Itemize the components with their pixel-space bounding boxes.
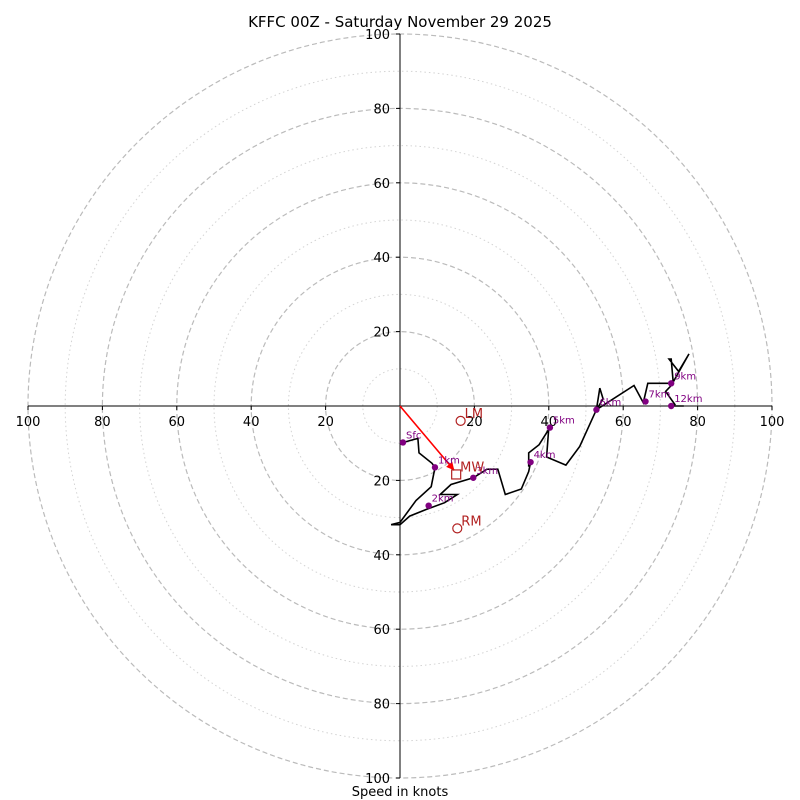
- height-marker-5km: [546, 424, 554, 431]
- y-tick-labels: 100 80 60 40 20 20 40 60 80 100: [365, 28, 400, 787]
- wind-trace-line: [390, 353, 690, 526]
- height-marker-7km: [642, 398, 649, 405]
- x-tick-label: 20: [317, 415, 334, 430]
- shear-vector-arrowhead: [446, 461, 455, 471]
- y-tick-label: 40: [373, 251, 390, 266]
- height-marker-label: 1km: [438, 455, 460, 466]
- x-axis-label: Speed in knots: [352, 785, 449, 800]
- x-tick-label: 20: [466, 415, 483, 430]
- height-marker-6km: [593, 406, 600, 413]
- height-marker-label: 6km: [599, 398, 621, 409]
- y-tick-label: 100: [365, 28, 390, 43]
- x-tick-label: 100: [16, 415, 41, 430]
- height-marker-1km: [431, 464, 439, 471]
- height-marker-label: 3km: [476, 466, 498, 477]
- x-tick-label: 60: [169, 415, 186, 430]
- height-marker-label: 4km: [534, 450, 556, 461]
- motion-marker-mw: [451, 469, 462, 480]
- x-tick-label: 60: [615, 415, 632, 430]
- height-marker-label: 9km: [674, 371, 696, 382]
- x-tick-label: 80: [689, 415, 706, 430]
- motion-marker-lm: [455, 415, 466, 426]
- shear-vector-line: [399, 405, 455, 471]
- height-marker-label: 5km: [553, 416, 575, 427]
- shear-vector: [399, 405, 455, 471]
- motion-label: LM: [465, 407, 483, 422]
- y-tick-label: 80: [373, 698, 390, 713]
- height-marker-label: Sfc: [406, 430, 421, 441]
- y-tick-label: 60: [373, 177, 390, 192]
- y-tick-label: 20: [373, 326, 390, 341]
- y-tick-label: 20: [373, 474, 390, 489]
- height-marker-sfc: [399, 439, 407, 446]
- chart-title: KFFC 00Z - Saturday November 29 2025: [248, 13, 552, 31]
- y-tick-label: 80: [373, 102, 390, 117]
- motion-label: RM: [461, 514, 481, 529]
- x-tick-label: 100: [760, 415, 785, 430]
- x-tick-label: 40: [541, 415, 558, 430]
- height-marker-2km: [425, 502, 432, 509]
- storm-motion-points: LM MW RM: [451, 407, 484, 534]
- height-marker-label: 2km: [432, 494, 454, 505]
- height-marker-9km: [667, 380, 675, 387]
- y-tick-label: 60: [373, 623, 390, 638]
- height-marker-label: 7km: [649, 390, 671, 401]
- x-tick-label: 40: [243, 415, 260, 430]
- y-tick-label: 100: [365, 772, 390, 787]
- y-tick-label: 40: [373, 549, 390, 564]
- height-marker-12km: [667, 402, 675, 410]
- motion-label: MW: [460, 460, 484, 475]
- motion-marker-rm: [452, 523, 463, 534]
- wind-trace: [390, 353, 690, 526]
- x-tick-label: 80: [94, 415, 111, 430]
- x-tick-labels: 100 80 60 40 20 20 40 60 80 100: [16, 406, 785, 430]
- height-marker-label: 12km: [674, 394, 702, 405]
- height-marker-3km: [470, 474, 477, 481]
- height-marker-4km: [527, 458, 534, 466]
